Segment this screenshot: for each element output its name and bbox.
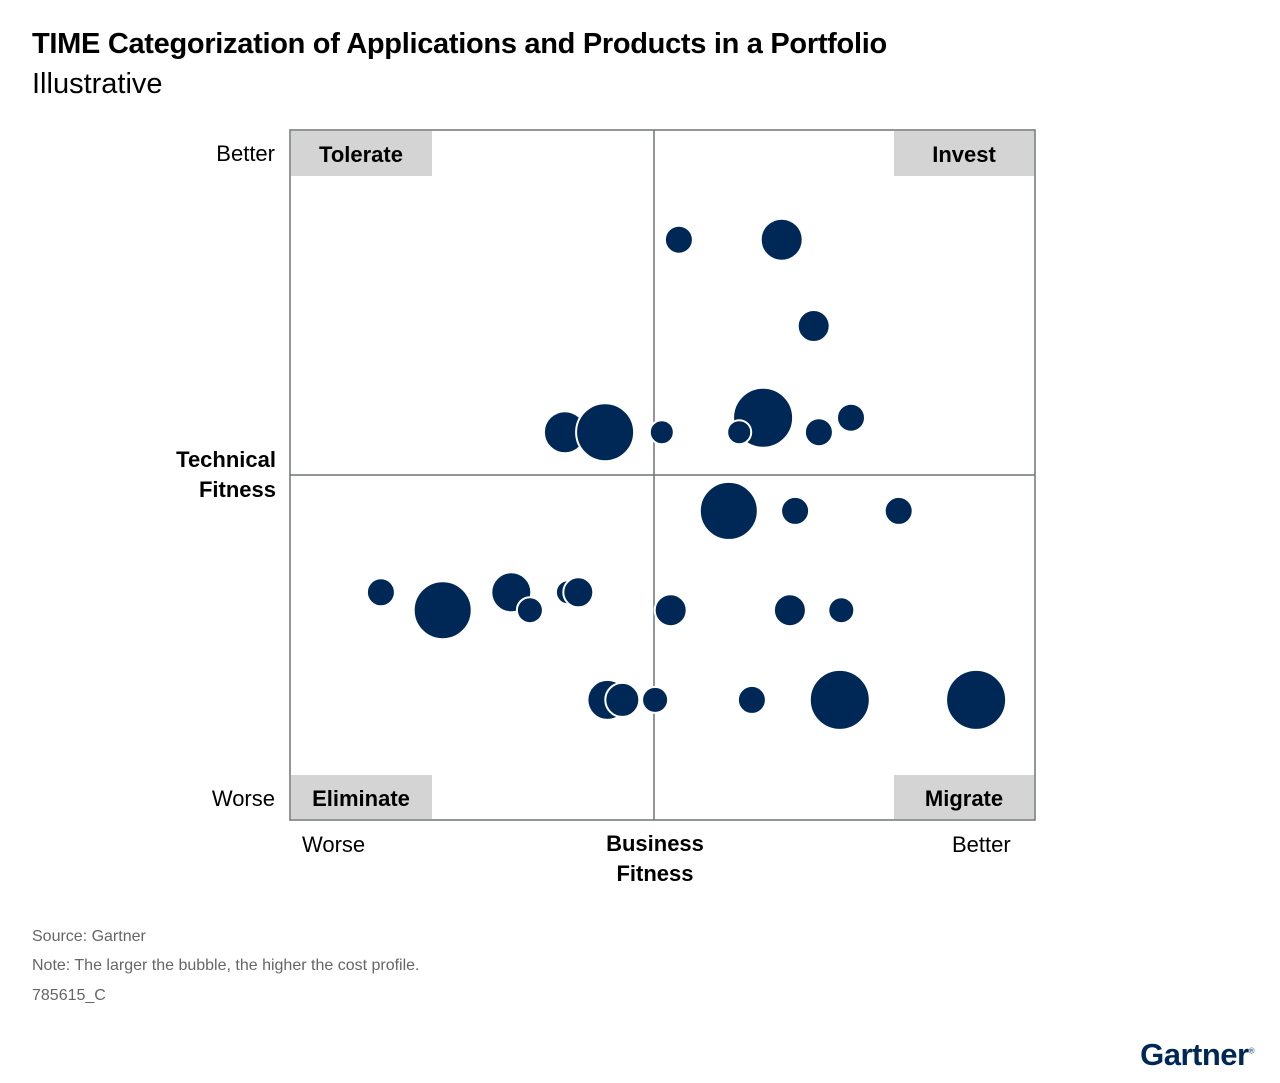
quadrant-label-text: Tolerate — [319, 142, 403, 167]
quadrant-label-invest: Invest — [894, 131, 1034, 176]
x-tick-worse: Worse — [302, 832, 366, 857]
x-tick-better: Better — [952, 832, 1011, 857]
bubble-24 — [604, 681, 641, 718]
size-note: Note: The larger the bubble, the higher … — [32, 957, 420, 974]
source-note: Source: Gartner — [32, 928, 146, 945]
quadrant-label-text: Eliminate — [312, 786, 410, 811]
bubble-10 — [836, 402, 866, 433]
bubble-25 — [641, 685, 670, 714]
y-tick-better: Better — [216, 141, 275, 166]
bubble-28 — [945, 668, 1008, 731]
bubble-2 — [759, 217, 804, 262]
bubble-22 — [827, 596, 856, 625]
y-tick-worse: Worse — [211, 786, 275, 811]
bubble-1 — [663, 224, 694, 255]
bubble-12 — [780, 495, 811, 526]
quadrant-label-text: Invest — [932, 142, 996, 167]
bubble-14 — [365, 577, 396, 608]
chart-title: TIME Categorization of Applications and … — [32, 28, 887, 60]
y-axis-title: Technical Fitness — [176, 447, 276, 502]
bubble-8 — [726, 419, 753, 446]
bubble-3 — [796, 309, 831, 343]
bubble-5 — [575, 402, 636, 463]
bubble-13 — [883, 495, 914, 526]
quadrant-label-text: Migrate — [925, 786, 1003, 811]
bubble-19 — [562, 576, 595, 609]
bubbles — [365, 217, 1008, 731]
bubble-21 — [772, 593, 807, 628]
bubble-27 — [808, 668, 871, 731]
logo-text: Gartner — [1140, 1037, 1249, 1072]
bubble-15 — [412, 580, 473, 641]
x-axis-title: Business Fitness — [606, 831, 704, 886]
bubble-6 — [648, 419, 675, 446]
bubble-9 — [803, 417, 834, 448]
bubble-26 — [736, 684, 767, 715]
bubble-17 — [515, 596, 544, 625]
bubble-20 — [653, 593, 688, 628]
quadrant-label-eliminate: Eliminate — [291, 775, 432, 819]
chart-subtitle: Illustrative — [32, 68, 163, 100]
quadrant-label-tolerate: Tolerate — [291, 131, 432, 176]
figure-id: 785615_C — [32, 987, 106, 1004]
quadrant-label-migrate: Migrate — [894, 775, 1034, 819]
bubble-chart: Tolerate Invest Eliminate Migrate — [289, 129, 1036, 821]
gartner-logo: Gartner® — [1140, 1037, 1254, 1072]
bubble-11 — [698, 480, 759, 541]
